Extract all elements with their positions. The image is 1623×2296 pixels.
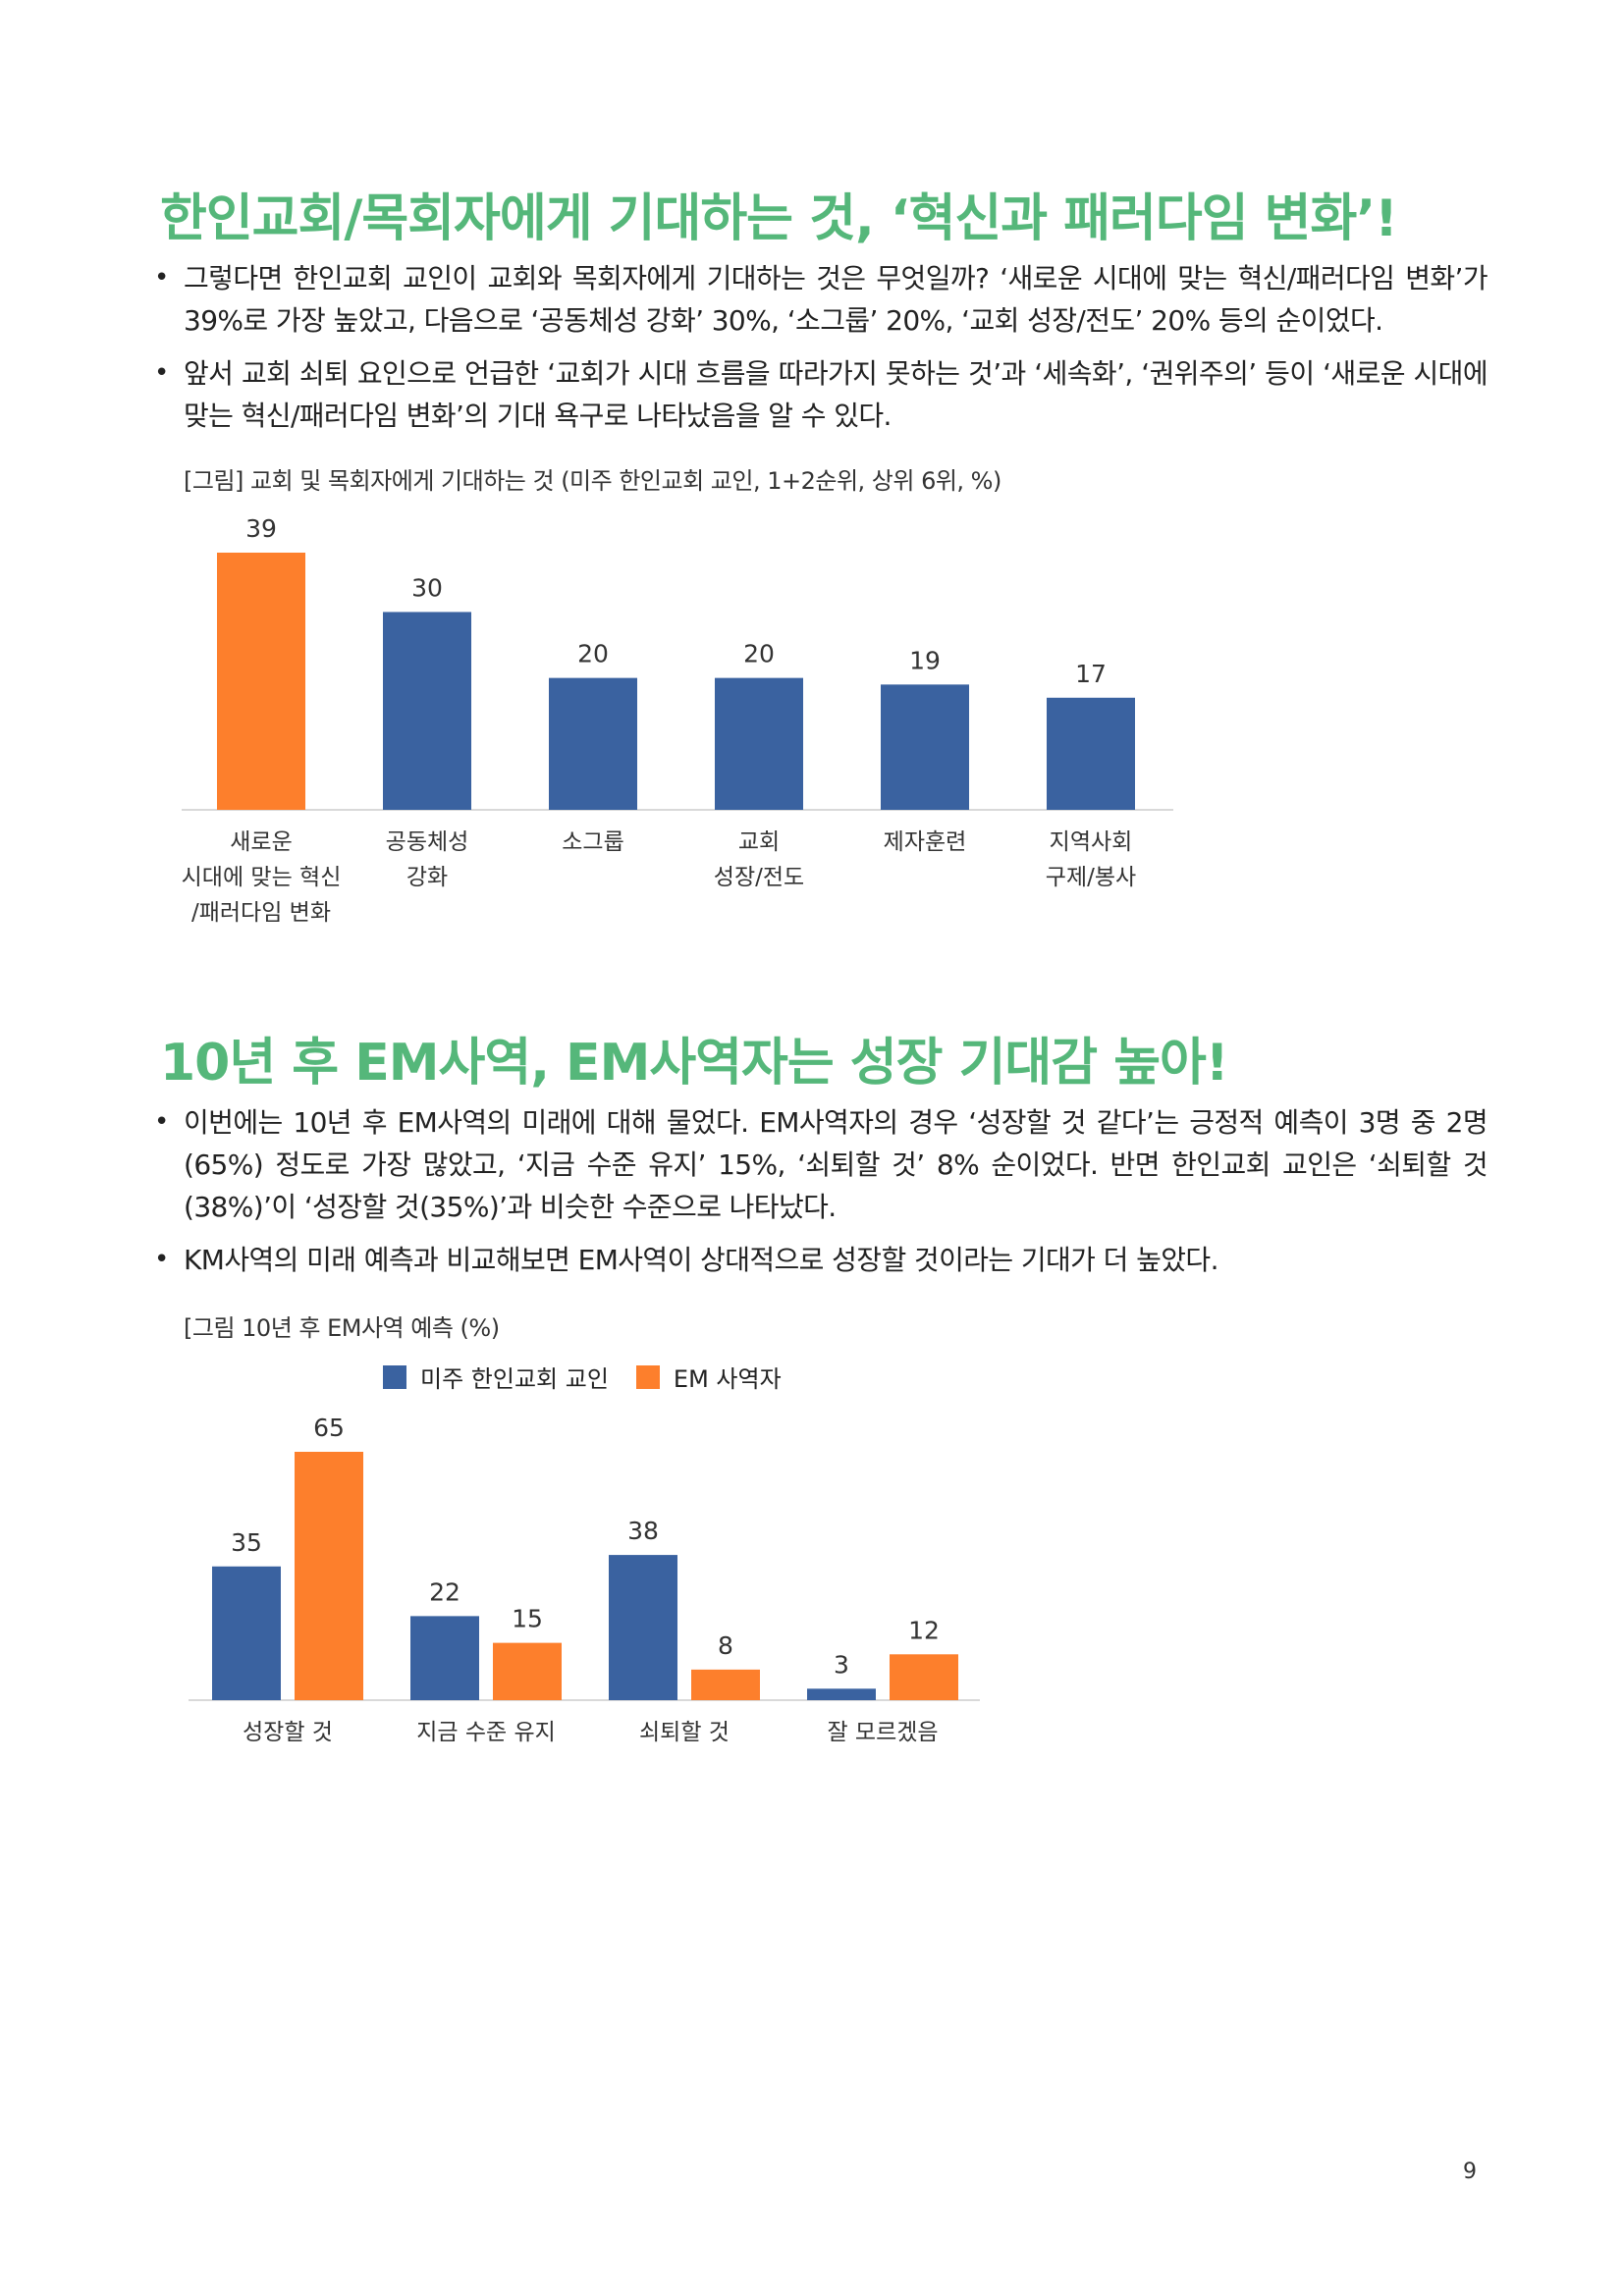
category-label: 성장/전도	[714, 865, 804, 890]
bar	[549, 677, 637, 810]
category-label: 교회	[738, 829, 780, 855]
bar	[609, 1555, 677, 1700]
data-label: 65	[313, 1414, 345, 1442]
data-label: 38	[627, 1517, 659, 1545]
legend-swatch-orange	[635, 1364, 660, 1389]
data-label: 22	[429, 1577, 460, 1606]
bar	[410, 1616, 479, 1700]
category-label: 지역사회	[1050, 829, 1133, 855]
section1-bullet-2: 앞서 교회 쇠퇴 요인으로 언급한 ‘교회가 시대 흐름을 따라가지 못하는 것…	[152, 352, 1488, 437]
data-label: 15	[512, 1605, 543, 1633]
bar	[715, 677, 803, 810]
legend-swatch-blue	[383, 1364, 406, 1389]
data-label: 39	[245, 514, 277, 543]
bar	[890, 1654, 958, 1700]
section1-bullets: 그렇다면 한인교회 교인이 교회와 목회자에게 기대하는 것은 무엇일까? ‘새…	[152, 257, 1488, 448]
section1-heading: 한인교회/목회자에게 기대하는 것, ‘혁신과 패러다임 변화’!	[160, 189, 1398, 248]
section2-bullet-2: KM사역의 미래 예측과 비교해보면 EM사역이 상대적으로 성장할 것이라는 …	[152, 1239, 1488, 1281]
category-label: 소그룹	[562, 829, 623, 855]
bar	[383, 612, 471, 810]
category-label: 쇠퇴할 것	[639, 1720, 730, 1745]
bar	[807, 1688, 876, 1700]
data-label: 8	[718, 1631, 733, 1660]
legend-label: 미주 한인교회 교인	[420, 1365, 609, 1393]
page-number: 9	[1463, 2160, 1477, 2184]
category-label: 시대에 맞는 혁신	[182, 865, 342, 890]
chart2-em-forecast-bar-chart: 35 65 성장할 것 22 15 지금 수준 유지 38 8 쇠퇴할 것 3 12 잘 모르겠음	[189, 1414, 980, 1745]
category-label: 새로운	[230, 829, 292, 855]
section2-bullet-1: 이번에는 10년 후 EM사역의 미래에 대해 물었다. EM사역자의 경우 ‘…	[152, 1101, 1488, 1228]
data-label: 3	[834, 1650, 849, 1679]
category-label: 강화	[406, 865, 448, 890]
legend-label: EM 사역자	[673, 1365, 782, 1393]
data-label: 17	[1075, 660, 1107, 688]
chart2-caption: [그림 10년 후 EM사역 예측 (%)	[184, 1314, 500, 1342]
data-label: 35	[231, 1528, 262, 1557]
bar	[691, 1669, 760, 1700]
bar	[1047, 697, 1135, 810]
bar	[212, 1566, 281, 1700]
section2-heading: 10년 후 EM사역, EM사역자는 성장 기대감 높아!	[160, 1034, 1229, 1093]
category-label: 제자훈련	[884, 829, 967, 855]
data-label: 20	[743, 640, 775, 668]
category-label: 구제/봉사	[1046, 865, 1136, 890]
chart2-legend: 미주 한인교회 교인 EM 사역자	[383, 1360, 809, 1394]
data-label: 12	[908, 1616, 940, 1644]
bar	[295, 1452, 363, 1700]
legend-item-korean-church-members: 미주 한인교회 교인	[383, 1360, 609, 1394]
bar	[881, 684, 969, 810]
category-label: 공동체성	[386, 829, 469, 855]
data-label: 20	[577, 640, 609, 668]
legend-item-em-ministers: EM 사역자	[635, 1360, 782, 1394]
bar	[217, 553, 305, 810]
data-label: 30	[411, 573, 443, 602]
section1-bullet-1: 그렇다면 한인교회 교인이 교회와 목회자에게 기대하는 것은 무엇일까? ‘새…	[152, 257, 1488, 342]
category-label: 지금 수준 유지	[416, 1720, 556, 1745]
chart1-caption: [그림] 교회 및 목회자에게 기대하는 것 (미주 한인교회 교인, 1+2순…	[184, 467, 1001, 495]
data-label: 19	[909, 646, 941, 674]
category-label: 성장할 것	[243, 1720, 333, 1745]
category-label: 잘 모르겠음	[827, 1720, 938, 1745]
bar	[493, 1642, 562, 1700]
category-label: /패러다임 변화	[191, 900, 331, 926]
section2-bullets: 이번에는 10년 후 EM사역의 미래에 대해 물었다. EM사역자의 경우 ‘…	[152, 1101, 1488, 1292]
